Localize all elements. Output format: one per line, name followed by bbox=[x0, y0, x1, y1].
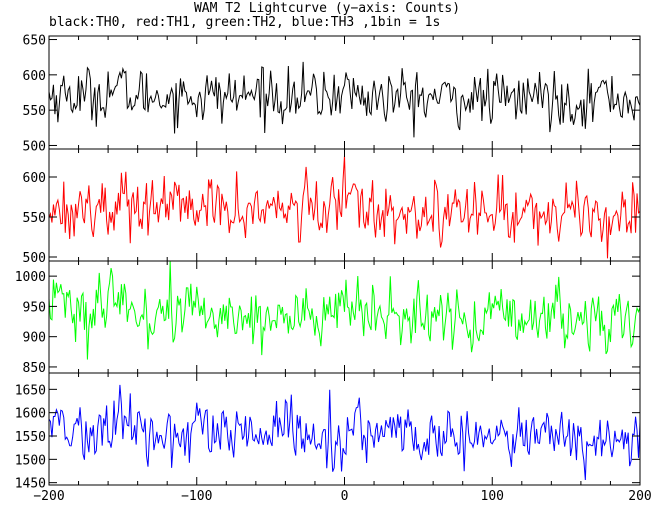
panel-th0: 500 550 600 650 bbox=[23, 34, 641, 154]
y-tick-label: 1650 bbox=[15, 383, 46, 398]
chart-title: WAM T2 Lightcurve (y−axis: Counts) bbox=[193, 1, 461, 16]
y-tick-label: 900 bbox=[23, 331, 46, 346]
chart-legend-text: black:TH0, red:TH1, green:TH2, blue:TH3 … bbox=[49, 15, 441, 30]
x-tick-label: 0 bbox=[341, 489, 349, 504]
series-line-th1 bbox=[48, 155, 641, 259]
series-line-th3 bbox=[48, 384, 641, 481]
y-tick-label: 1450 bbox=[15, 477, 46, 492]
y-tick-label: 550 bbox=[23, 211, 46, 226]
x-tick-label: 100 bbox=[481, 489, 504, 504]
x-tick-label: 200 bbox=[628, 489, 651, 504]
panel-th3: 1450 1500 1550 1600 1650 bbox=[15, 372, 641, 492]
y-tick-label: 1000 bbox=[15, 270, 46, 285]
x-tick-label: −100 bbox=[181, 489, 212, 504]
series-line-th0 bbox=[48, 61, 641, 138]
panel-frame bbox=[48, 35, 641, 150]
y-tick-label: 600 bbox=[23, 171, 46, 186]
y-tick-label: 550 bbox=[23, 104, 46, 119]
y-tick-label: 600 bbox=[23, 69, 46, 84]
y-tick-label: 850 bbox=[23, 361, 46, 376]
panel-th2: 850 900 950 1000 bbox=[15, 260, 641, 376]
y-tick-label: 950 bbox=[23, 300, 46, 315]
y-tick-label: 1500 bbox=[15, 453, 46, 468]
y-tick-label: 650 bbox=[23, 34, 46, 49]
y-tick-label: 1600 bbox=[15, 407, 46, 422]
series-line-th2 bbox=[48, 260, 641, 360]
y-tick-label: 500 bbox=[23, 139, 46, 154]
y-tick-label: 500 bbox=[23, 251, 46, 266]
y-tick-label: 1550 bbox=[15, 430, 46, 445]
panel-th1: 500 550 600 bbox=[23, 148, 641, 266]
x-tick-label: −200 bbox=[33, 489, 64, 504]
